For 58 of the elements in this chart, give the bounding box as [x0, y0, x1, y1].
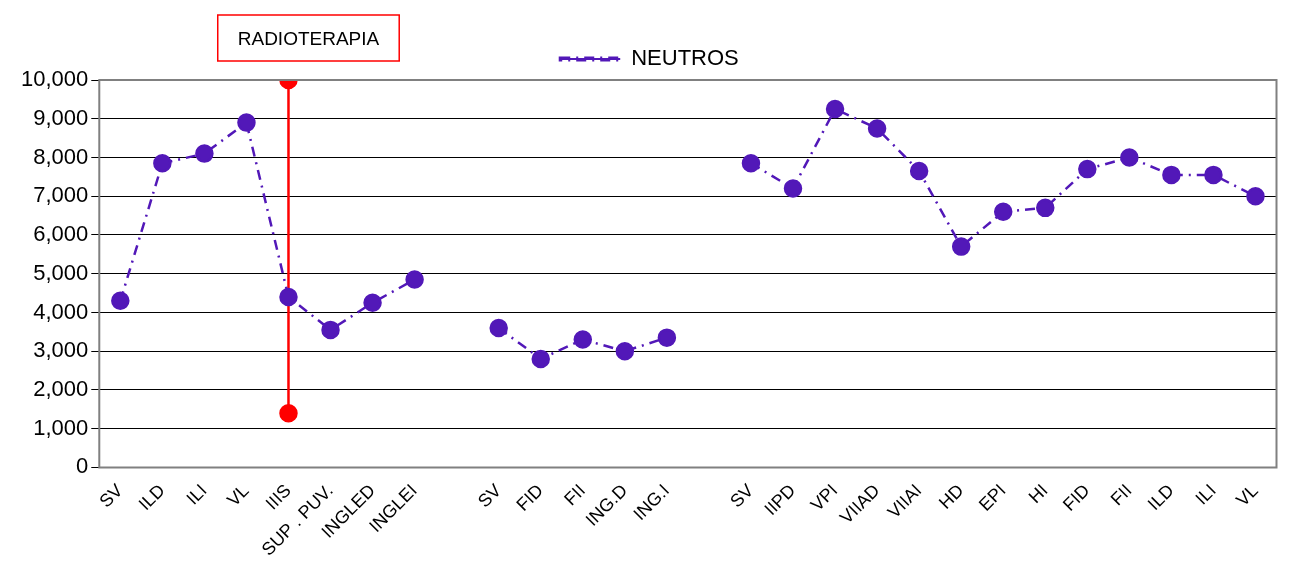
point — [1036, 198, 1055, 218]
point — [195, 144, 214, 163]
y-tick-label: 5,000 — [33, 259, 89, 285]
point — [1078, 159, 1097, 179]
y-tick-label: 10,000 — [20, 66, 89, 92]
point — [867, 119, 887, 138]
point — [657, 328, 677, 347]
point — [1120, 148, 1139, 167]
x-tick-label: ILD — [1143, 480, 1178, 515]
point — [993, 202, 1013, 221]
y-tick-label: 3,000 — [33, 337, 89, 363]
point — [1204, 165, 1223, 185]
x-tick-label: IIPD — [760, 480, 800, 520]
point — [153, 154, 172, 173]
y-tick-label: 7,000 — [33, 182, 89, 208]
x-tick-label: SV — [726, 480, 758, 512]
x-tick-label: SV — [95, 480, 127, 512]
point — [321, 320, 340, 340]
x-tick-label: ILD — [134, 480, 169, 515]
y-tick-label: 0 — [76, 453, 89, 479]
x-tick-label: IIIS — [261, 480, 295, 514]
y-tick-label: 1,000 — [33, 414, 89, 440]
point — [1246, 186, 1265, 206]
legend-label: NEUTROS — [631, 45, 739, 71]
point — [489, 318, 508, 338]
point — [783, 179, 803, 198]
x-tick-label: EPI — [974, 480, 1010, 515]
x-tick-label: ILI — [182, 480, 211, 509]
point — [363, 293, 382, 313]
point — [909, 161, 929, 181]
point — [111, 291, 130, 311]
point — [237, 113, 256, 132]
x-tick-label: ILI — [1191, 480, 1220, 509]
point — [615, 341, 635, 361]
point — [279, 287, 298, 307]
y-tick-label: 2,000 — [33, 375, 89, 401]
y-tick-label: 6,000 — [33, 221, 89, 247]
x-tick-label: HI — [1024, 480, 1052, 508]
point — [573, 330, 593, 349]
point — [951, 237, 971, 256]
x-tick-label: HD — [934, 480, 968, 513]
x-tick-label: VPI — [806, 480, 842, 515]
point — [741, 154, 761, 173]
annotation: RADIOTERAPIA — [237, 28, 380, 50]
x-tick-label: VL — [223, 480, 253, 510]
x-tick-label: FII — [1106, 480, 1136, 510]
point — [531, 349, 550, 369]
x-tick-label: FII — [560, 480, 590, 510]
y-tick-label: 4,000 — [33, 298, 89, 324]
y-tick-label: 8,000 — [33, 143, 89, 169]
point — [825, 99, 845, 119]
x-tick-label: FID — [1059, 480, 1094, 515]
point — [1162, 165, 1181, 185]
x-tick-label: SV — [473, 480, 506, 512]
y-tick-label: 9,000 — [33, 104, 89, 130]
x-tick-label: VL — [1232, 480, 1262, 510]
point — [405, 270, 424, 289]
x-tick-label: FID — [512, 480, 548, 515]
